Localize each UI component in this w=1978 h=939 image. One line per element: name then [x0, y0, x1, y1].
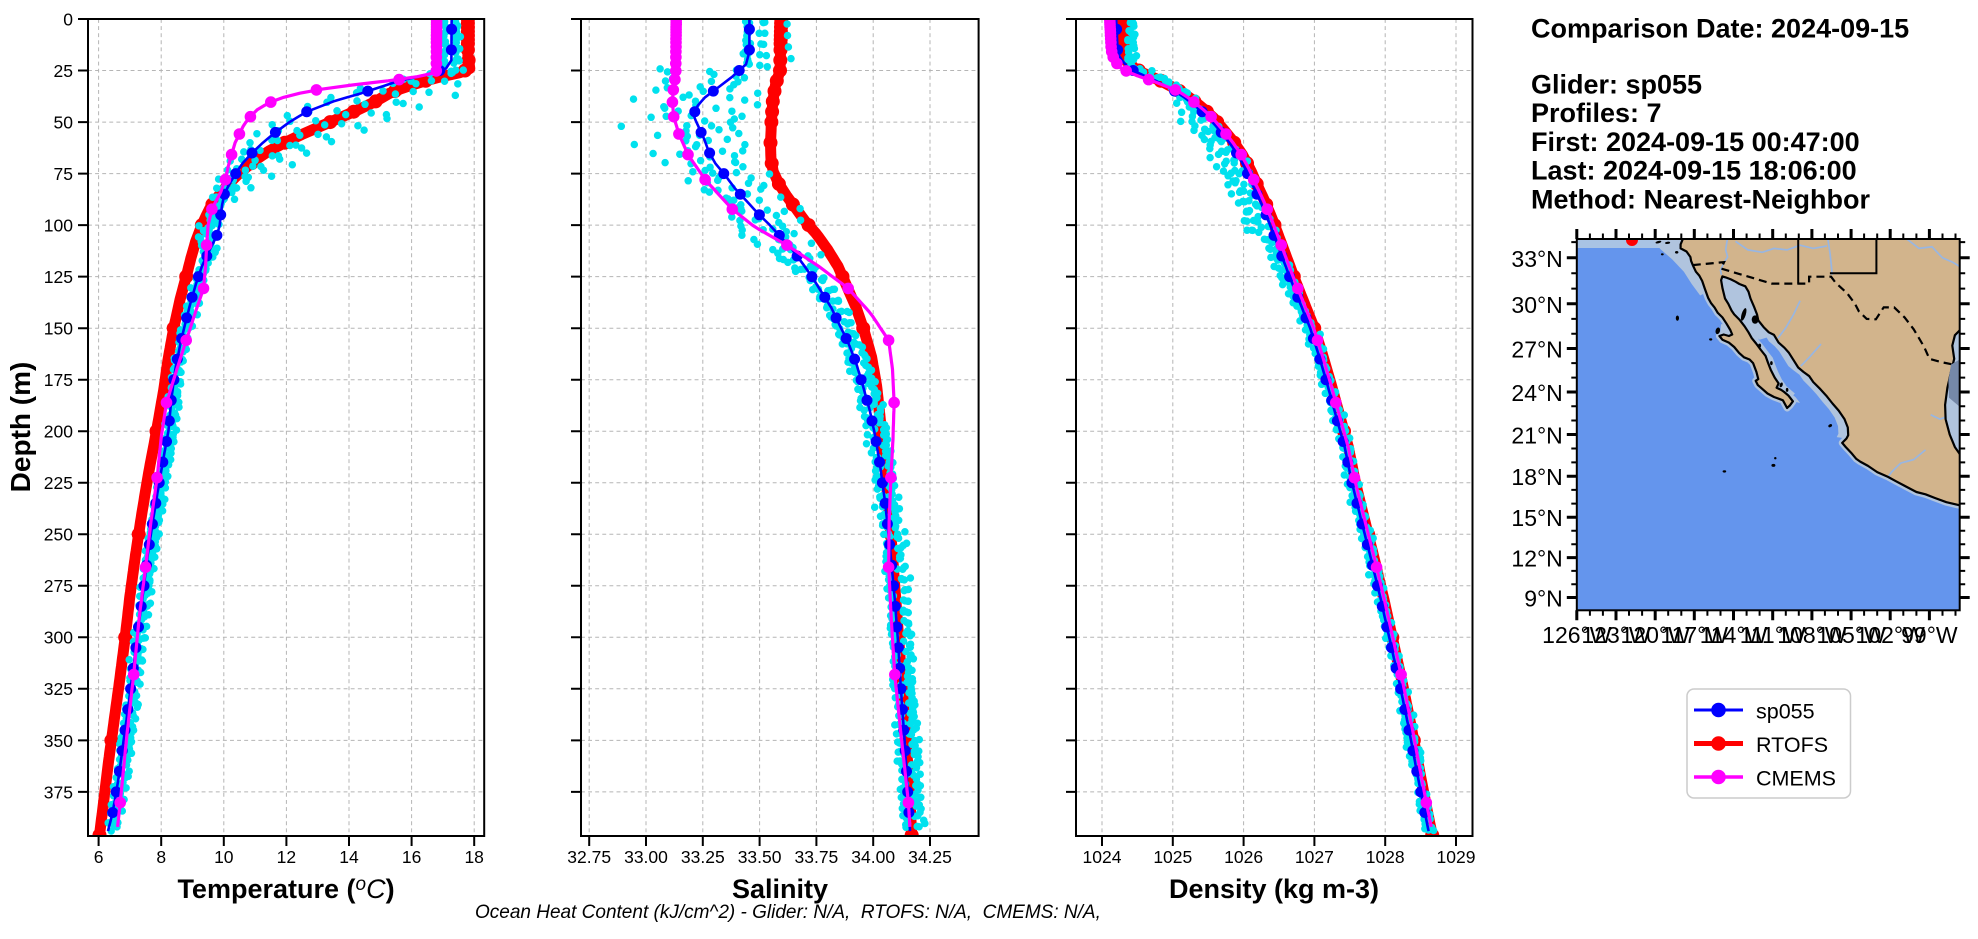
svg-text:1026: 1026 — [1224, 847, 1263, 867]
svg-text:108°W: 108°W — [1777, 622, 1847, 648]
svg-text:175: 175 — [44, 370, 73, 390]
svg-text:33.75: 33.75 — [795, 847, 839, 867]
svg-text:Salinity: Salinity — [732, 874, 828, 904]
svg-text:27°N: 27°N — [1511, 337, 1562, 363]
svg-text:275: 275 — [44, 576, 73, 596]
svg-text:33.25: 33.25 — [681, 847, 725, 867]
svg-text:1025: 1025 — [1153, 847, 1192, 867]
svg-text:50: 50 — [54, 113, 74, 133]
svg-text:1027: 1027 — [1295, 847, 1334, 867]
svg-text:111°W: 111°W — [1740, 622, 1806, 648]
svg-text:123°W: 123°W — [1581, 622, 1651, 648]
svg-text:99°W: 99°W — [1901, 622, 1958, 648]
svg-text:325: 325 — [44, 679, 73, 699]
svg-text:Glider: sp055: Glider: sp055 — [1531, 70, 1702, 100]
svg-text:14: 14 — [339, 847, 359, 867]
svg-text:200: 200 — [44, 422, 73, 442]
svg-text:1029: 1029 — [1437, 847, 1476, 867]
svg-text:117°W: 117°W — [1661, 622, 1729, 648]
svg-text:Profiles: 7: Profiles: 7 — [1531, 98, 1662, 128]
svg-text:21°N: 21°N — [1511, 423, 1562, 449]
svg-text:16: 16 — [402, 847, 421, 867]
svg-text:150: 150 — [44, 319, 73, 339]
svg-text:34.00: 34.00 — [851, 847, 895, 867]
svg-text:125: 125 — [44, 267, 73, 287]
svg-text:RTOFS: RTOFS — [1756, 733, 1828, 757]
svg-text:102°W: 102°W — [1856, 622, 1926, 648]
svg-text:24°N: 24°N — [1511, 380, 1562, 406]
svg-text:CMEMS: CMEMS — [1756, 767, 1836, 791]
svg-text:10: 10 — [214, 847, 234, 867]
svg-text:0: 0 — [63, 9, 73, 29]
svg-text:114°W: 114°W — [1700, 622, 1768, 648]
svg-text:225: 225 — [44, 473, 73, 493]
svg-text:First: 2024-09-15 00:47:00: First: 2024-09-15 00:47:00 — [1531, 127, 1860, 157]
svg-text:Ocean Heat Content (kJ/cm^2) -: Ocean Heat Content (kJ/cm^2) - Glider: N… — [475, 902, 1101, 923]
svg-text:18: 18 — [464, 847, 483, 867]
svg-text:Density (kg m-3): Density (kg m-3) — [1169, 874, 1379, 904]
svg-text:9°N: 9°N — [1524, 586, 1563, 612]
svg-text:30°N: 30°N — [1511, 292, 1562, 318]
svg-text:8: 8 — [156, 847, 166, 867]
svg-text:15°N: 15°N — [1511, 505, 1562, 531]
svg-text:sp055: sp055 — [1756, 700, 1815, 724]
svg-text:Comparison Date: 2024-09-15: Comparison Date: 2024-09-15 — [1531, 14, 1909, 44]
svg-text:33°N: 33°N — [1511, 246, 1562, 272]
svg-text:34.25: 34.25 — [908, 847, 952, 867]
svg-text:6: 6 — [94, 847, 104, 867]
svg-text:25: 25 — [54, 61, 73, 81]
svg-text:1028: 1028 — [1366, 847, 1405, 867]
svg-text:32.75: 32.75 — [567, 847, 611, 867]
svg-text:350: 350 — [44, 731, 73, 751]
svg-text:12: 12 — [277, 847, 296, 867]
svg-text:250: 250 — [44, 525, 73, 545]
svg-text:Last: 2024-09-15 18:06:00: Last: 2024-09-15 18:06:00 — [1531, 156, 1857, 186]
svg-text:375: 375 — [44, 782, 73, 802]
svg-text:120°W: 120°W — [1621, 622, 1691, 648]
svg-text:1024: 1024 — [1083, 847, 1122, 867]
svg-text:300: 300 — [44, 628, 73, 648]
svg-text:75: 75 — [54, 164, 73, 184]
svg-text:Method: Nearest-Neighbor: Method: Nearest-Neighbor — [1531, 184, 1871, 214]
svg-text:100: 100 — [44, 216, 73, 236]
svg-text:12°N: 12°N — [1511, 546, 1562, 572]
svg-text:33.00: 33.00 — [624, 847, 668, 867]
svg-text:18°N: 18°N — [1511, 464, 1562, 490]
svg-text:105°W: 105°W — [1816, 622, 1886, 648]
svg-text:126°W: 126°W — [1542, 622, 1612, 648]
svg-text:33.50: 33.50 — [738, 847, 782, 867]
svg-text:Depth (m): Depth (m) — [5, 362, 36, 493]
